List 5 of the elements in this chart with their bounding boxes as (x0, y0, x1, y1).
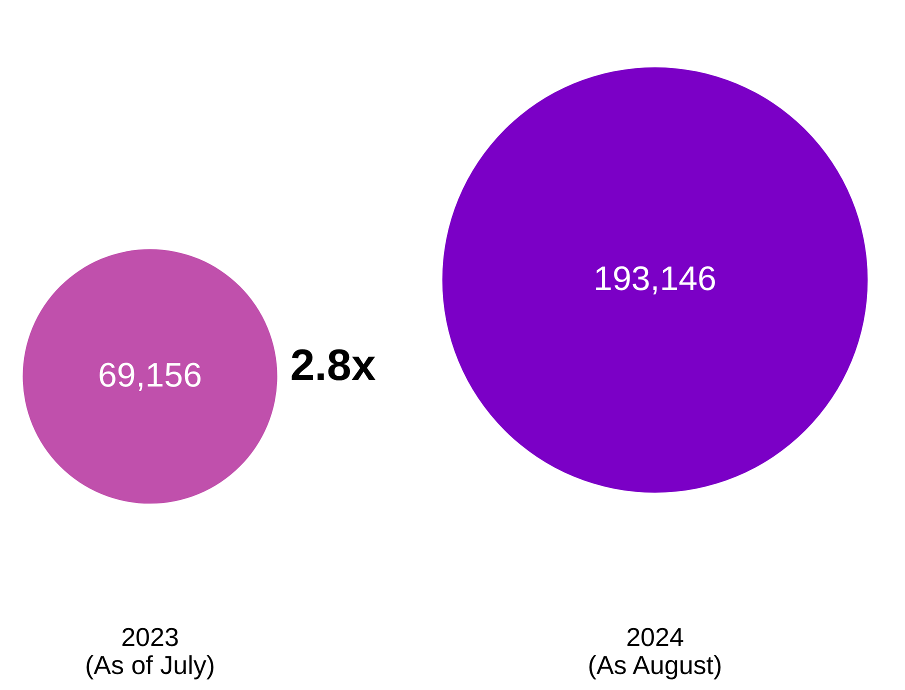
category-label: 2023 (As of July) (84, 622, 216, 680)
data-label: 69,156 (98, 356, 202, 394)
category-label: 2024 (As August) (588, 622, 722, 680)
text: 2.8x (290, 341, 376, 390)
data-label: 193,146 (594, 260, 716, 298)
